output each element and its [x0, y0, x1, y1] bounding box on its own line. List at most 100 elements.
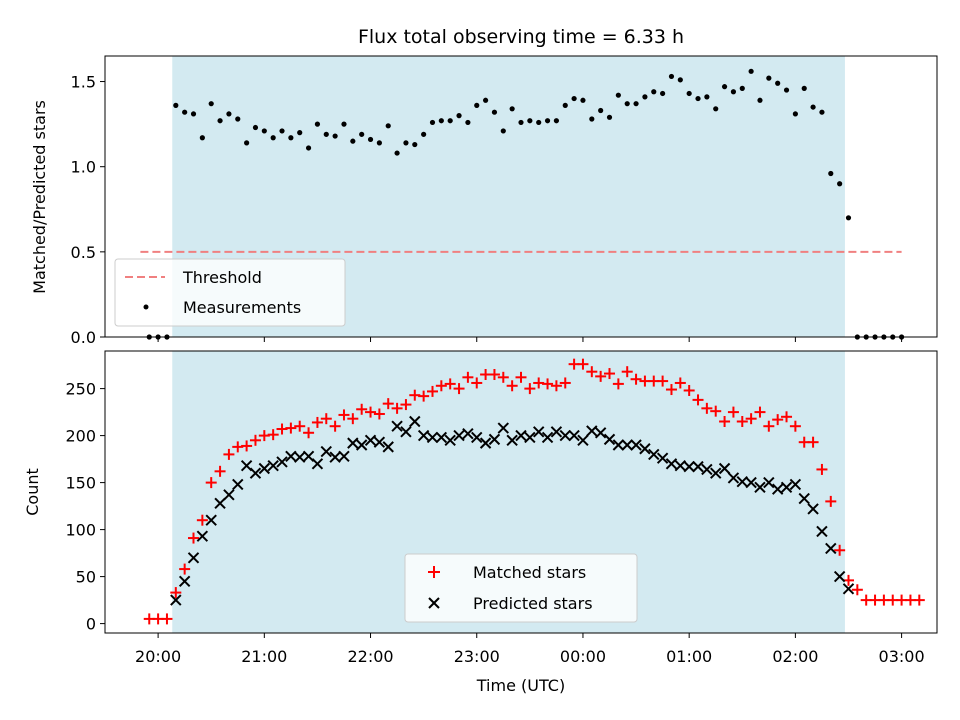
predicted-star-point-b: [223, 489, 235, 501]
predicted-star-point: [603, 433, 616, 446]
predicted-star-point-b: [586, 425, 598, 437]
measurement-point: [589, 116, 595, 122]
matched-star-point: [320, 413, 332, 425]
top-y-ticks: 0.0 0.5 1.0 1.5: [71, 73, 105, 347]
predicted-star-point-b: [488, 433, 501, 446]
bottom-ytick-label: 0: [86, 615, 96, 634]
predicted-star-point: [311, 458, 324, 470]
predicted-star-point: [205, 514, 217, 526]
measurement-point: [438, 118, 444, 124]
matched-star-point: [205, 477, 217, 489]
predicted-star-point: [771, 483, 784, 495]
bottom-xtick-label: 20:00: [135, 647, 181, 666]
measurement-point: [491, 109, 498, 115]
measurement-point: [668, 73, 675, 80]
bottom-legend-box: [404, 553, 638, 623]
measurement-point: [367, 136, 374, 143]
predicted-star-point-b: [170, 594, 182, 606]
matched-star-point: [550, 380, 562, 392]
measurement-point: [686, 90, 692, 97]
legend-measurements-label: Measurements: [183, 298, 301, 317]
measurement-point: [270, 135, 276, 141]
matched-star-point: [692, 394, 704, 406]
bottom-y-axis-label: Count: [23, 468, 42, 516]
bottom-axes-frame: [104, 350, 938, 634]
predicted-star-point-b: [178, 575, 191, 588]
predicted-star-point: [789, 478, 802, 491]
predicted-star-point-b: [302, 450, 315, 462]
measurement-point: [385, 123, 391, 129]
measurement-point: [500, 128, 506, 134]
predicted-star-point-b: [196, 530, 209, 542]
predicted-star-point: [320, 445, 332, 458]
measurement-point: [571, 95, 577, 102]
bottom-ytick-label: 100: [65, 521, 96, 540]
predicted-star-point: [807, 503, 819, 515]
predicted-star-point: [763, 476, 775, 489]
predicted-star-point: [382, 441, 394, 453]
predicted-star-point: [701, 463, 713, 476]
predicted-star-point-b: [462, 428, 474, 440]
matched-star-point: [851, 584, 863, 596]
legend-predicted-swatch: [428, 597, 440, 609]
predicted-star-point-b: [789, 478, 802, 491]
predicted-star-point-b: [639, 443, 651, 455]
predicted-star-point: [745, 476, 757, 489]
predicted-star-point-b: [594, 427, 607, 439]
predicted-star-point-b: [807, 503, 819, 515]
predicted-star-point-b: [294, 451, 306, 463]
predicted-star-point: [223, 489, 235, 501]
measurement-point: [359, 131, 365, 137]
measurement-point: [305, 145, 312, 151]
matched-star-point: [506, 380, 518, 392]
measurement-point: [376, 140, 382, 146]
top-y-axis-label: Matched/Predicted stars: [30, 100, 49, 294]
measurement-point: [642, 94, 648, 100]
matched-star-point: [754, 406, 766, 418]
predicted-star-point: [541, 431, 554, 444]
predicted-star-point: [276, 456, 288, 468]
measurement-point: [677, 77, 683, 83]
measurement-point: [704, 94, 710, 100]
measurement-point: [828, 170, 834, 177]
predicted-star-point: [532, 426, 545, 438]
matched-star-point: [657, 375, 669, 387]
predicted-star-point-b: [240, 459, 253, 472]
measurement-point: [518, 119, 524, 126]
matched-star-point: [347, 413, 359, 425]
matched-star-point: [462, 371, 474, 383]
measurement-point: [527, 118, 533, 124]
measurement-point: [412, 141, 418, 148]
measurement-point: [190, 111, 197, 117]
predicted-star-point: [639, 443, 651, 455]
predicted-star-point-b: [373, 436, 386, 448]
top-x-ticks: [157, 337, 903, 342]
measurement-point: [553, 118, 560, 124]
matched-star-point: [719, 416, 731, 427]
measurement-point: [332, 133, 338, 139]
predicted-star-point-b: [559, 429, 571, 442]
predicted-star-point: [497, 422, 510, 434]
matched-star-point: [665, 384, 677, 396]
predicted-star-point-b: [187, 552, 200, 564]
predicted-star-point: [488, 433, 501, 446]
matched-star-point: [223, 448, 235, 460]
matched-star-point: [188, 532, 200, 544]
matched-star-point: [834, 544, 846, 556]
predicted-star-point: [577, 434, 589, 447]
matched-star-point: [524, 383, 536, 395]
measurement-point: [810, 104, 816, 110]
predicted-star-point: [648, 448, 660, 461]
matched-star-point: [488, 369, 500, 380]
predicted-star-point: [258, 462, 271, 475]
bottom-y-ticks: 0 50 100 150 200 250: [65, 380, 105, 634]
matched-star-point: [214, 465, 226, 477]
matched-star-point: [391, 402, 403, 414]
matched-star-point: [426, 385, 438, 397]
top-legend-box: [114, 258, 346, 327]
predicted-star-point: [479, 437, 492, 449]
predicted-star-point-b: [701, 463, 713, 476]
predicted-star-point-b: [621, 439, 633, 451]
matched-star-point: [241, 440, 253, 452]
